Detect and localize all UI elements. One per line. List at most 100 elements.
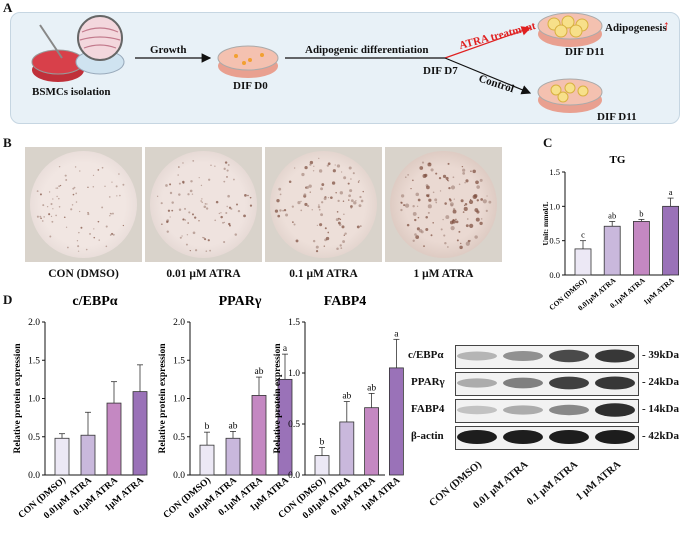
micrograph-speckle	[318, 208, 321, 211]
micrograph-speckle	[50, 203, 53, 206]
micrograph-speckle	[438, 176, 442, 180]
micrograph-speckle	[362, 190, 364, 193]
micrograph-speckle	[214, 165, 216, 167]
micrograph-speckle	[101, 206, 104, 209]
micrograph-speckle	[116, 195, 118, 197]
significance-letter: b	[639, 208, 643, 218]
micrograph-speckle	[185, 243, 188, 246]
micrograph-speckle	[209, 249, 211, 252]
micrograph-speckle	[204, 203, 207, 205]
y-tick-label: 0.0	[28, 471, 40, 481]
micrograph-speckle	[39, 215, 42, 218]
micrograph-speckle	[160, 202, 163, 205]
micrograph-speckle	[70, 208, 73, 211]
micrograph-speckle	[204, 238, 207, 241]
y-tick-label: 1.5	[173, 356, 185, 366]
micrograph-speckle	[186, 234, 189, 236]
micrograph-speckle	[461, 165, 464, 168]
micrograph-speckle	[278, 187, 282, 191]
significance-letter: a	[669, 187, 673, 197]
wb-band	[595, 430, 635, 444]
micrograph-speckle	[108, 196, 111, 198]
micrograph-speckle	[335, 192, 337, 194]
micrograph-speckle	[301, 172, 305, 177]
wb-band	[549, 404, 589, 416]
micrograph-speckle	[166, 220, 169, 224]
wb-band	[549, 349, 589, 363]
micrograph-speckle	[432, 191, 435, 194]
wb-size-3: - 14kDa	[642, 403, 679, 415]
micrograph-speckle	[192, 159, 195, 162]
micrograph-speckle	[466, 218, 469, 220]
micrograph-speckle	[187, 222, 189, 224]
micrograph-speckle	[417, 198, 421, 202]
micrograph-speckle	[430, 168, 434, 172]
micrograph-speckle	[446, 179, 449, 182]
micrograph-speckle	[236, 203, 238, 206]
chart-cebpa: c/EBPα 0.0 0.5 1.0 1.5 2.0 Relative protein ex…	[13, 294, 148, 521]
micrograph-speckle	[406, 223, 410, 227]
micrograph-speckle	[312, 170, 315, 172]
micrograph-speckle	[315, 245, 319, 249]
micrograph-speckle	[462, 168, 466, 172]
micrograph-speckle	[200, 200, 202, 202]
micrograph-speckle	[237, 209, 241, 213]
micrograph-speckle	[486, 195, 488, 197]
micrograph-speckle	[434, 198, 438, 202]
micrograph-speckle	[165, 184, 168, 187]
wb-bands	[457, 349, 635, 444]
y-tick-label: 1.0	[288, 369, 300, 379]
micrograph-speckle	[335, 218, 339, 222]
micrograph-speckle	[63, 216, 66, 219]
micrograph-speckle	[201, 201, 204, 204]
dif-d11-bottom-label: DIF D11	[597, 111, 637, 123]
micrograph-speckle	[55, 187, 57, 189]
micrograph-speckle	[320, 187, 324, 191]
micrograph-speckle	[247, 194, 249, 197]
micrograph-speckle	[203, 205, 207, 209]
micrograph-speckle	[355, 200, 357, 202]
micrograph-speckle	[451, 219, 456, 224]
micrograph-speckle	[321, 183, 325, 186]
wb-band	[503, 350, 543, 362]
micrograph-speckle	[407, 174, 410, 176]
micrograph-speckle	[72, 187, 75, 190]
micrograph-1	[30, 151, 137, 258]
micrograph-caption-2: 0.01 μM ATRA	[166, 268, 241, 280]
growth-label: Growth	[150, 44, 187, 56]
micrograph-speckle	[482, 199, 487, 204]
micrograph-speckle	[112, 212, 114, 215]
micrograph-speckle	[92, 174, 95, 176]
micrograph-speckle	[64, 174, 67, 177]
micrograph-speckle	[189, 249, 191, 252]
bar	[132, 391, 148, 476]
micrograph-speckle	[59, 184, 62, 187]
micrograph-speckle	[321, 201, 324, 204]
micrograph-speckle	[353, 201, 357, 205]
bar	[106, 402, 122, 476]
atra-arrow	[444, 26, 532, 59]
micrograph-speckle	[206, 203, 208, 205]
micrograph-speckle	[223, 221, 226, 224]
significance-letter: ab	[229, 421, 238, 431]
micrograph-speckle	[418, 228, 423, 233]
micrograph-speckle	[348, 166, 352, 170]
micrograph-speckle	[98, 239, 100, 241]
micrograph-speckle	[76, 240, 79, 242]
y-tick-label: 1.0	[549, 201, 560, 211]
micrograph-speckle	[198, 177, 200, 179]
micrograph-speckle	[476, 210, 480, 214]
micrograph-speckle	[416, 227, 420, 231]
micrograph-speckle	[42, 204, 45, 207]
micrograph-speckle	[410, 188, 412, 190]
micrograph-speckle	[450, 185, 456, 190]
wb-row-3	[455, 399, 639, 423]
adipogenic-label: Adipogenic differentiation	[305, 44, 429, 56]
micrograph-speckle	[453, 198, 455, 200]
micrograph-speckle	[169, 183, 172, 186]
micrograph-speckle	[412, 205, 415, 208]
micrograph-speckle	[220, 215, 223, 219]
micrograph-speckle	[279, 193, 282, 196]
micrograph-speckle	[318, 204, 320, 206]
micrograph-speckle	[458, 183, 461, 186]
